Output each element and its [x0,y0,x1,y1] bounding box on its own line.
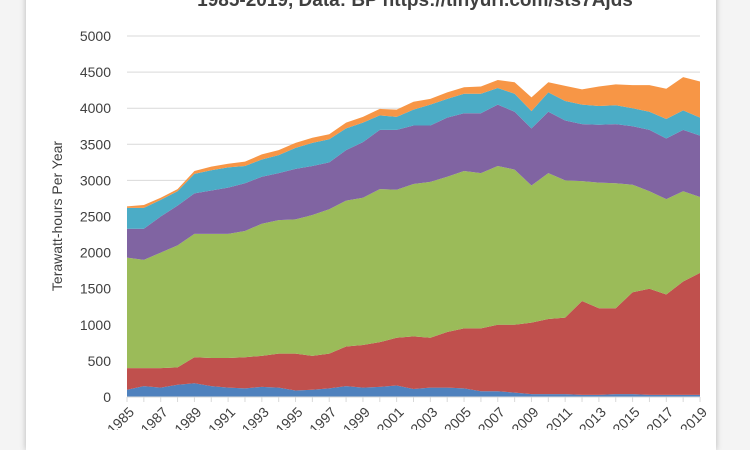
x-tick-label: 2009 [508,404,541,430]
x-tick-label: 1995 [272,404,305,430]
y-tick-label: 0 [103,389,111,405]
y-tick-label: 3000 [80,172,111,188]
area-series-2 [127,272,700,395]
x-tick-label: 2011 [543,404,576,430]
x-tick-label: 2017 [643,404,676,430]
y-tick-label: 2500 [80,209,111,225]
y-tick-label: 3500 [80,136,111,152]
x-tick-label: 1993 [239,404,272,430]
y-tick-label: 2000 [80,245,111,261]
x-tick-label: 1999 [340,404,373,430]
y-tick-label: 4000 [80,100,111,116]
y-tick-label: 1500 [80,281,111,297]
area-series-6 [127,77,700,208]
x-tick-label: 2007 [475,404,508,430]
y-tick-label: 4500 [80,64,111,80]
x-tick-label: 1997 [306,404,339,430]
y-tick-label: 5000 [80,28,111,44]
chart-title: 1985-2019, Data: BP https://tinyurl.com/… [197,0,633,11]
area-series-5 [127,87,700,229]
area-series-4 [127,104,700,260]
y-tick-label: 500 [88,353,112,369]
x-tick-label: 2015 [609,404,642,430]
y-axis-label: Terawatt-hours Per Year [49,141,65,292]
y-tick-label: 1000 [80,317,111,333]
x-tick-label: 2019 [677,404,710,430]
stacked-area-chart: 1985-2019, Data: BP https://tinyurl.com/… [49,0,710,430]
x-tick-label: 1991 [205,404,238,430]
x-tick-label: 2013 [576,404,609,430]
x-tick-label: 2005 [441,404,474,430]
area-series-1 [127,383,700,397]
area-series-3 [127,165,700,369]
x-tick-label: 1987 [137,404,170,430]
x-tick-label: 1985 [104,404,137,430]
y-tick-labels: 0 500 1000 1500 2000 2500 3000 3500 4000 4500 5000 [80,28,111,405]
areas [127,77,700,397]
x-tick-label: 2001 [373,404,406,430]
x-tick-label: 1989 [171,404,204,430]
x-tick-label: 2003 [407,404,440,430]
x-axis: 1985 1987 1989 1991 1993 1995 1997 1999 2001 2003… [104,396,710,430]
